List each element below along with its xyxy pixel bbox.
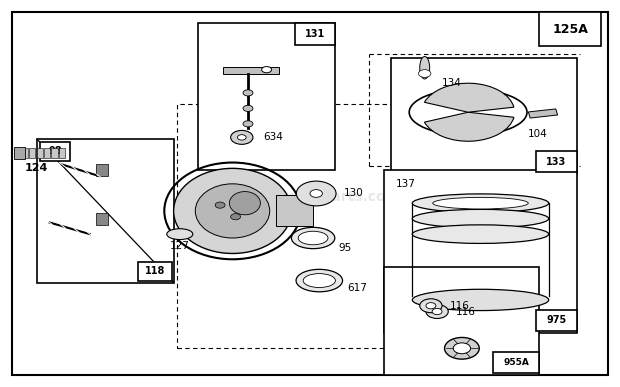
Circle shape [420, 299, 442, 313]
Text: 127: 127 [170, 241, 190, 251]
Text: 133: 133 [546, 157, 567, 166]
Ellipse shape [298, 231, 328, 245]
Ellipse shape [420, 57, 430, 79]
Circle shape [243, 121, 253, 127]
Bar [177, 104, 397, 348]
Bar [40, 142, 70, 161]
Text: ReplacementParts.com: ReplacementParts.com [219, 190, 401, 204]
Bar [37, 148, 43, 158]
Circle shape [231, 214, 241, 220]
Ellipse shape [174, 168, 291, 253]
Circle shape [243, 90, 253, 96]
Ellipse shape [167, 229, 193, 240]
Bar [528, 109, 557, 118]
Text: 124: 124 [24, 163, 48, 173]
Ellipse shape [433, 197, 528, 209]
Bar [138, 262, 172, 281]
Circle shape [215, 202, 225, 208]
Ellipse shape [303, 274, 335, 288]
Bar [384, 170, 577, 333]
Text: 130: 130 [344, 188, 364, 199]
Wedge shape [425, 83, 514, 112]
Circle shape [296, 181, 336, 206]
Bar [37, 139, 174, 283]
Circle shape [262, 67, 272, 73]
Text: 955A: 955A [503, 358, 529, 367]
Bar [294, 23, 335, 45]
Text: 125A: 125A [552, 22, 588, 36]
Text: 134: 134 [441, 78, 461, 88]
Bar [536, 310, 577, 331]
Bar [51, 148, 58, 158]
Bar [223, 67, 279, 74]
Text: 137: 137 [396, 179, 415, 189]
Bar [59, 148, 65, 158]
Wedge shape [425, 112, 514, 141]
Text: 634: 634 [264, 132, 283, 142]
Ellipse shape [412, 225, 549, 243]
Ellipse shape [195, 184, 270, 238]
Bar [539, 12, 601, 46]
Bar [391, 58, 577, 174]
Bar [96, 164, 108, 176]
Text: 131: 131 [304, 29, 325, 39]
Circle shape [426, 303, 436, 309]
Ellipse shape [229, 192, 260, 215]
Circle shape [310, 190, 322, 197]
Bar [276, 195, 313, 226]
Circle shape [426, 305, 448, 319]
Text: 98: 98 [48, 146, 62, 156]
Ellipse shape [296, 269, 342, 292]
Ellipse shape [412, 194, 549, 212]
Bar [44, 148, 50, 158]
Bar [198, 23, 335, 170]
Circle shape [445, 337, 479, 359]
Text: 116: 116 [450, 301, 469, 311]
Text: 116: 116 [456, 307, 476, 317]
Text: 975: 975 [546, 315, 567, 325]
Text: 118: 118 [144, 266, 165, 276]
Circle shape [243, 105, 253, 111]
Circle shape [418, 70, 431, 77]
Bar [96, 213, 108, 225]
Bar [536, 151, 577, 172]
Ellipse shape [412, 289, 549, 310]
Text: 104: 104 [528, 128, 547, 139]
Bar [384, 267, 539, 375]
Bar [14, 147, 25, 159]
Circle shape [231, 130, 253, 144]
Text: 95: 95 [338, 243, 351, 253]
Ellipse shape [412, 209, 549, 228]
Circle shape [453, 343, 471, 354]
Bar [22, 148, 28, 158]
Circle shape [432, 308, 442, 315]
Text: 617: 617 [347, 283, 367, 293]
Circle shape [237, 135, 246, 140]
Bar [493, 352, 539, 373]
Ellipse shape [291, 227, 335, 249]
Bar [29, 148, 35, 158]
